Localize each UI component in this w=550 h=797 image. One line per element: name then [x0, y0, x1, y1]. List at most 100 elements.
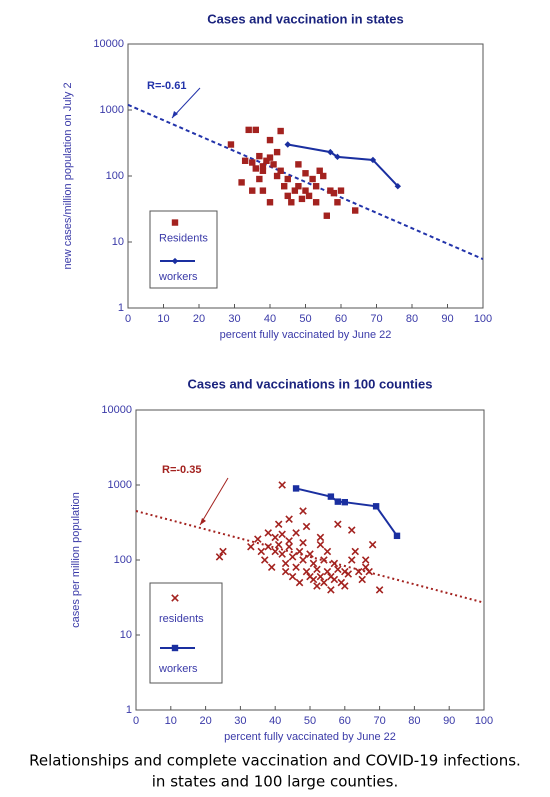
marker: [323, 212, 330, 219]
marker: [249, 187, 256, 194]
marker: [266, 136, 274, 144]
marker: [351, 547, 360, 556]
series-line: [295, 487, 398, 537]
marker: [285, 515, 293, 523]
y-axis-label: cases per million population: [70, 492, 82, 628]
y-tick-label: 10000: [93, 38, 124, 50]
caption: in states and 100 large counties.: [152, 773, 399, 791]
marker: [334, 199, 341, 206]
marker: [271, 547, 279, 556]
marker: [352, 207, 359, 214]
chart-title: Cases and vaccinations in 100 counties: [188, 376, 433, 391]
marker: [266, 154, 274, 161]
marker: [291, 187, 299, 194]
marker: [316, 540, 325, 549]
x-tick-label: 100: [475, 715, 493, 727]
legend-marker: [171, 219, 179, 226]
marker: [358, 575, 366, 584]
x-tick-label: 90: [441, 313, 453, 325]
x-tick-label: 40: [269, 715, 281, 727]
marker: [334, 565, 342, 574]
marker: [238, 179, 245, 186]
marker: [284, 175, 291, 183]
marker: [263, 157, 270, 164]
marker: [372, 503, 380, 510]
marker: [365, 567, 373, 576]
x-tick-label: 80: [406, 313, 418, 325]
marker: [274, 520, 283, 528]
y-tick-label: 10000: [101, 404, 132, 416]
x-tick-label: 30: [228, 313, 240, 325]
marker: [334, 153, 341, 161]
marker: [292, 563, 300, 572]
marker: [219, 547, 227, 556]
marker: [306, 550, 314, 558]
marker: [266, 199, 274, 206]
marker: [295, 547, 304, 556]
x-tick-label: 20: [199, 715, 211, 727]
y-tick-label: 1: [126, 704, 132, 716]
marker: [302, 170, 309, 177]
marker: [256, 175, 263, 183]
legend-label: residents: [159, 613, 204, 625]
annotation-arrow: [171, 87, 201, 119]
marker: [344, 570, 353, 578]
marker: [288, 572, 297, 581]
marker: [327, 493, 335, 500]
marker: [302, 522, 311, 531]
annotation: R=-0.61: [147, 80, 186, 92]
marker: [270, 161, 277, 168]
marker: [295, 578, 304, 587]
marker: [288, 199, 295, 206]
y-tick-label: 10: [112, 236, 124, 248]
marker: [295, 183, 302, 190]
marker: [320, 556, 328, 564]
x-tick-label: 60: [339, 715, 351, 727]
series-line: [287, 143, 399, 187]
marker: [341, 582, 349, 590]
marker: [292, 485, 300, 492]
marker: [285, 543, 293, 551]
marker: [309, 559, 318, 568]
annotation-arrowhead: [200, 518, 206, 525]
marker: [312, 183, 320, 190]
marker: [247, 543, 255, 551]
legend-label: workers: [158, 271, 198, 283]
marker: [327, 148, 334, 156]
marker: [334, 520, 342, 528]
marker: [337, 187, 345, 194]
marker: [259, 167, 267, 174]
y-tick-label: 1000: [100, 104, 124, 116]
marker: [284, 141, 291, 148]
marker: [252, 165, 259, 172]
marker: [278, 481, 286, 489]
marker: [327, 586, 335, 594]
marker: [327, 187, 334, 194]
marker: [277, 127, 284, 135]
marker: [267, 563, 276, 572]
legend-marker: [171, 257, 179, 265]
marker: [313, 582, 321, 590]
marker: [259, 163, 267, 170]
x-tick-label: 10: [157, 313, 169, 325]
chart-title: Cases and vaccination in states: [207, 11, 404, 26]
x-tick-label: 0: [133, 715, 139, 727]
y-axis-label: new cases/million population on July 2: [62, 82, 74, 269]
x-tick-label: 60: [335, 313, 347, 325]
marker: [227, 141, 235, 148]
x-tick-label: 40: [264, 313, 276, 325]
marker: [215, 553, 224, 561]
x-tick-label: 20: [193, 313, 205, 325]
caption: Relationships and complete vaccination a…: [29, 752, 521, 770]
marker: [330, 189, 338, 197]
marker: [259, 187, 267, 194]
marker: [369, 156, 377, 164]
marker: [334, 498, 342, 505]
marker: [278, 550, 286, 558]
x-tick-label: 80: [408, 715, 420, 727]
legend-marker: [171, 644, 179, 652]
marker: [309, 575, 318, 584]
marker: [347, 556, 356, 564]
marker: [278, 530, 286, 539]
